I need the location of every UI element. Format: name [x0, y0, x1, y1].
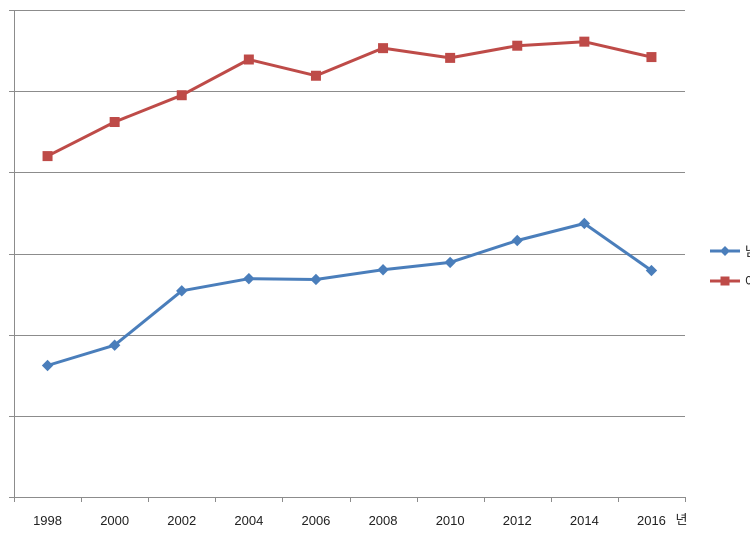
legend-entry-1: 남 — [710, 244, 750, 259]
series-1 — [41, 217, 658, 372]
x-tick-label: 2014 — [570, 513, 599, 528]
x-tick-label: 2012 — [503, 513, 532, 528]
x-tick-label: 2000 — [100, 513, 129, 528]
data-point-diamond — [41, 359, 54, 372]
series-2 — [42, 36, 657, 162]
data-point-square — [42, 151, 53, 162]
series-line — [47, 222, 653, 367]
data-point-diamond — [444, 256, 456, 269]
data-point-diamond — [645, 264, 658, 277]
x-tick-label: 2004 — [234, 513, 263, 528]
data-point-diamond — [511, 234, 523, 247]
data-point-square — [378, 43, 389, 54]
legend-label: 남 — [745, 244, 750, 259]
data-point-diamond — [108, 339, 121, 351]
x-tick-label: 1998 — [33, 513, 62, 528]
legend: 남여 — [710, 244, 750, 289]
data-point-diamond — [578, 217, 591, 230]
legend-marker-square — [720, 276, 730, 286]
x-tick-label: 2016 — [637, 513, 666, 528]
legend-label: 여 — [745, 274, 750, 289]
data-point-square — [243, 54, 254, 65]
data-point-square — [646, 52, 657, 63]
x-tick-label: 2010 — [436, 513, 465, 528]
x-tick-labels: 1998 2000 2002 2004 2006 2008 2010 2012 2014 2016 — [33, 513, 666, 528]
data-point-diamond — [243, 272, 255, 285]
data-point-diamond — [310, 273, 322, 286]
series-line — [46, 40, 652, 158]
data-point-diamond — [377, 264, 389, 276]
data-point-square — [176, 90, 187, 101]
x-axis-title: 년 — [675, 512, 687, 527]
data-point-square — [310, 70, 321, 81]
series-group — [41, 36, 658, 372]
axes — [9, 10, 686, 502]
data-point-square — [109, 117, 120, 128]
legend-marker-diamond — [720, 246, 730, 256]
data-point-square — [512, 40, 523, 51]
data-point-square — [579, 36, 590, 47]
x-tick-label: 2006 — [301, 513, 330, 528]
x-tick-label: 2002 — [167, 513, 196, 528]
data-point-diamond — [176, 285, 188, 297]
x-tick-label: 2008 — [369, 513, 398, 528]
gridlines — [14, 10, 685, 417]
legend-entry-2: 여 — [710, 274, 750, 289]
data-point-square — [445, 52, 456, 63]
